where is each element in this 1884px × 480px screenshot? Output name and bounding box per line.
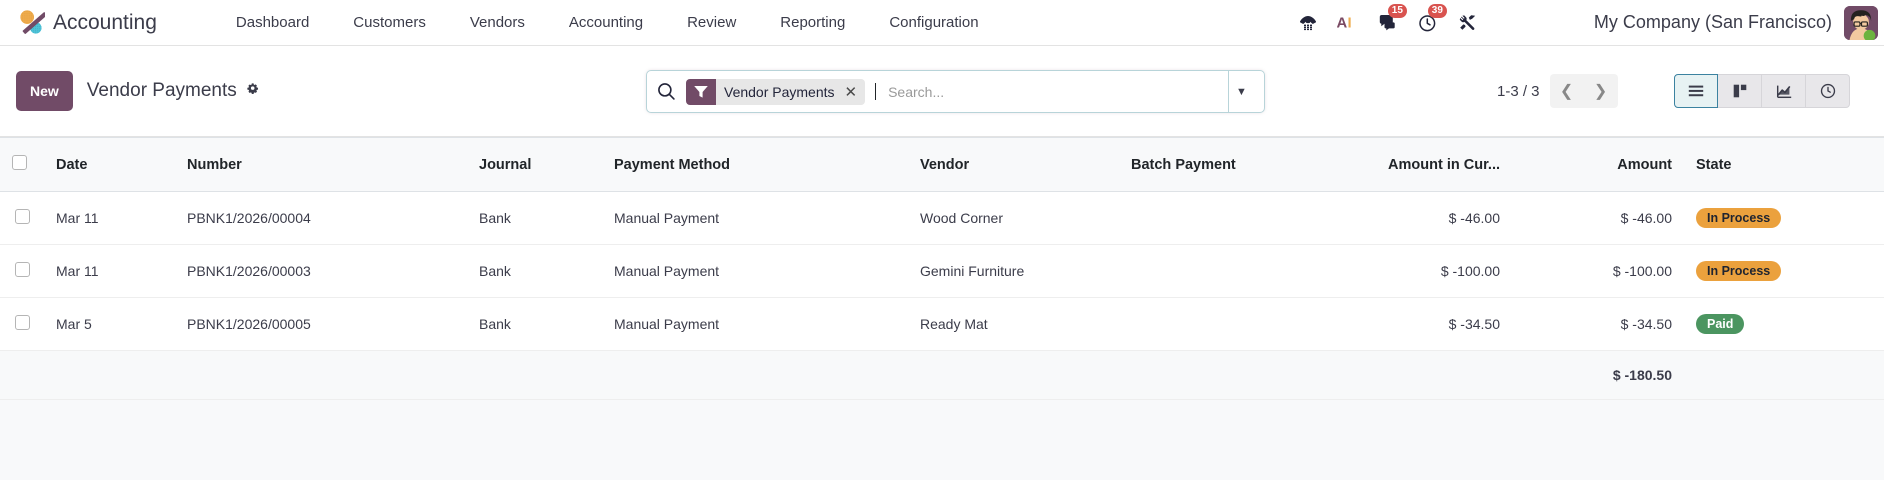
svg-text:I: I [1347,15,1351,31]
svg-text:A: A [1337,15,1348,31]
